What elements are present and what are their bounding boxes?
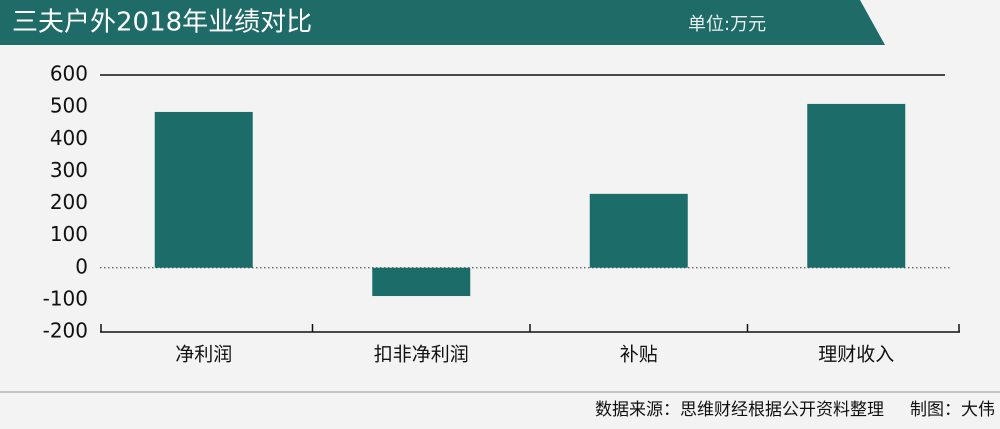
y-tick-label: -200	[43, 319, 88, 343]
credit-note: 制图：大伟	[910, 400, 995, 420]
header-band	[0, 0, 885, 45]
x-tick-label: 扣非净利润	[374, 344, 469, 366]
bar	[807, 103, 906, 268]
y-tick-label: 100	[50, 222, 88, 246]
y-tick-label: 600	[50, 62, 88, 86]
chart-title: 三夫户外2018年业绩对比	[12, 8, 312, 38]
bar	[154, 111, 253, 268]
x-tick-label: 理财收入	[818, 344, 894, 366]
y-tick-label: 400	[50, 126, 88, 150]
x-tick-label: 补贴	[620, 344, 658, 366]
unit-label: 单位:万元	[688, 14, 766, 35]
x-tick-label: 净利润	[175, 344, 232, 366]
y-tick-label: 200	[50, 190, 88, 214]
bar	[589, 193, 688, 268]
y-tick-label: 300	[50, 158, 88, 182]
y-tick-label: 0	[75, 254, 88, 278]
y-tick-label: 500	[50, 94, 88, 118]
y-tick-label: -100	[43, 286, 88, 310]
bar	[372, 267, 471, 297]
source-note: 数据来源：思维财经根据公开资料整理	[595, 400, 884, 420]
